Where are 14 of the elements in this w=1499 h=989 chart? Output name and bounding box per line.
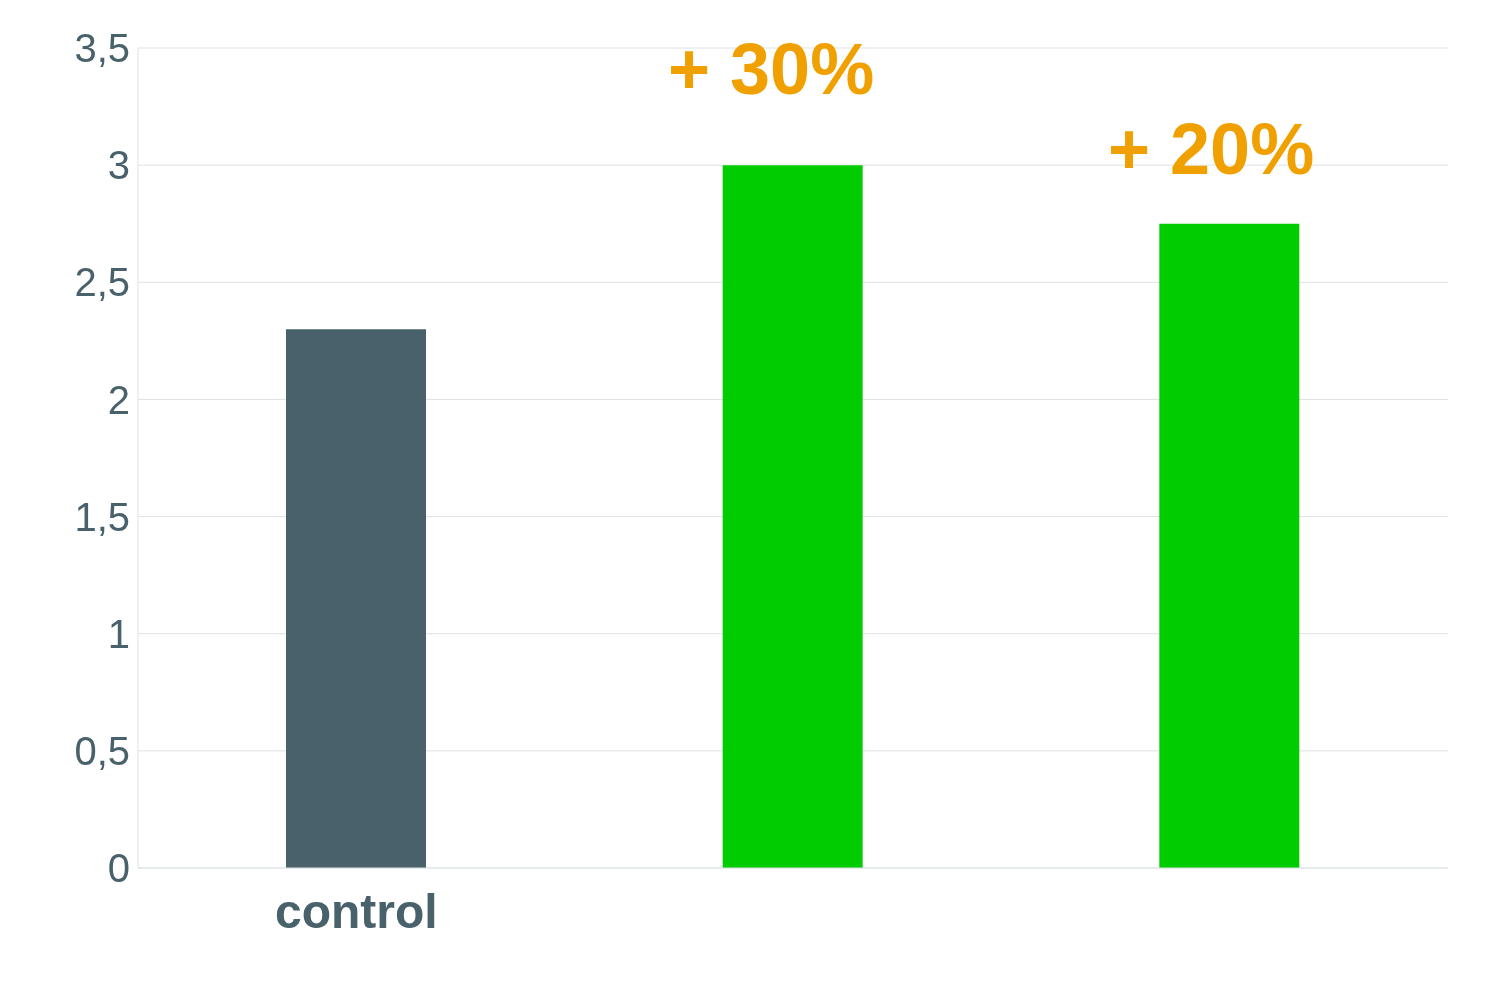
y-tick-label: 2,5	[74, 260, 130, 305]
bar	[1159, 223, 1300, 868]
y-tick-label: 0,5	[74, 729, 130, 774]
x-tick-label: control	[275, 885, 438, 939]
y-tick-label: 1,5	[74, 494, 130, 539]
y-tick-label: 2	[107, 377, 130, 422]
y-tick-label: 1	[107, 611, 130, 656]
bar	[722, 165, 863, 868]
y-tick-label: 0	[107, 846, 130, 891]
y-tick-label: 3	[107, 143, 130, 188]
annotation: + 30%	[668, 28, 875, 110]
y-tick-label: 3,5	[74, 26, 130, 71]
bar	[286, 329, 426, 868]
annotation: + 20%	[1108, 108, 1315, 190]
